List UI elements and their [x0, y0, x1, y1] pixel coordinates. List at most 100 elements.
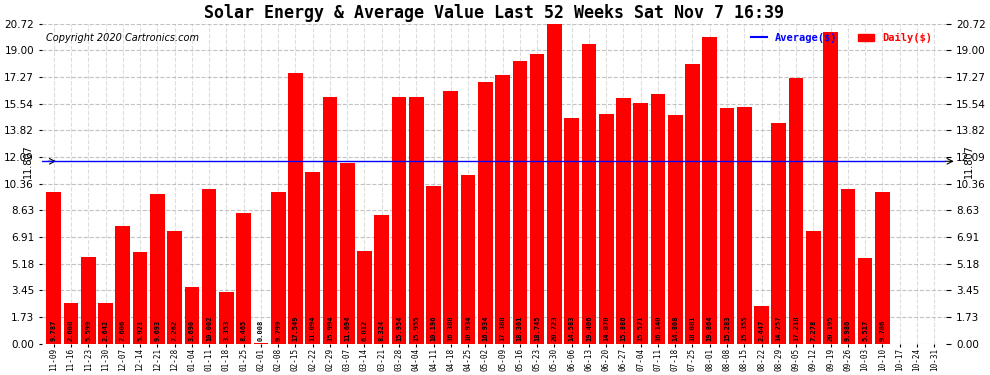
Bar: [495, 75, 510, 344]
Bar: [237, 213, 251, 344]
Bar: [754, 306, 769, 344]
Text: 15.283: 15.283: [724, 316, 730, 341]
Text: Copyright 2020 Cartronics.com: Copyright 2020 Cartronics.com: [47, 33, 199, 44]
Bar: [427, 186, 441, 344]
Text: 16.140: 16.140: [655, 316, 661, 341]
Bar: [875, 192, 890, 344]
Bar: [634, 103, 648, 344]
Bar: [305, 172, 320, 344]
Bar: [392, 97, 406, 344]
Text: 2.608: 2.608: [68, 320, 74, 341]
Text: 16.934: 16.934: [482, 316, 488, 341]
Bar: [184, 286, 199, 344]
Bar: [219, 292, 234, 344]
Text: 15.355: 15.355: [742, 316, 747, 341]
Text: 10.002: 10.002: [206, 316, 212, 341]
Text: 15.886: 15.886: [621, 316, 627, 341]
Text: 20.195: 20.195: [828, 316, 834, 341]
Text: 2.447: 2.447: [758, 320, 764, 341]
Text: 9.787: 9.787: [50, 320, 56, 341]
Text: 9.693: 9.693: [154, 320, 160, 341]
Bar: [374, 215, 389, 344]
Bar: [167, 231, 182, 344]
Bar: [685, 64, 700, 344]
Text: 3.353: 3.353: [224, 320, 230, 341]
Bar: [824, 32, 838, 344]
Text: 5.921: 5.921: [137, 320, 144, 341]
Bar: [720, 108, 735, 344]
Text: 11.094: 11.094: [310, 316, 316, 341]
Bar: [133, 252, 148, 344]
Text: 17.388: 17.388: [500, 316, 506, 341]
Bar: [668, 115, 682, 344]
Bar: [460, 175, 475, 344]
Text: 14.808: 14.808: [672, 316, 678, 341]
Bar: [98, 303, 113, 344]
Text: 8.465: 8.465: [241, 320, 247, 341]
Text: 5.599: 5.599: [85, 320, 91, 341]
Bar: [513, 61, 528, 344]
Bar: [81, 257, 96, 344]
Bar: [444, 91, 458, 344]
Bar: [323, 97, 338, 344]
Bar: [599, 114, 614, 344]
Text: 2.642: 2.642: [103, 320, 109, 341]
Text: 19.406: 19.406: [586, 316, 592, 341]
Bar: [150, 194, 164, 344]
Bar: [737, 106, 751, 344]
Text: 15.994: 15.994: [327, 316, 333, 341]
Text: 17.549: 17.549: [292, 316, 298, 341]
Bar: [841, 189, 855, 344]
Bar: [650, 94, 665, 344]
Bar: [63, 303, 78, 344]
Text: 15.954: 15.954: [396, 316, 402, 341]
Bar: [771, 123, 786, 344]
Text: 10.196: 10.196: [431, 316, 437, 341]
Bar: [547, 24, 561, 344]
Text: 9.986: 9.986: [844, 320, 850, 341]
Text: 14.870: 14.870: [603, 316, 609, 341]
Text: 16.388: 16.388: [447, 316, 453, 341]
Bar: [702, 37, 717, 344]
Text: 5.517: 5.517: [862, 320, 868, 341]
Text: 15.955: 15.955: [413, 316, 420, 341]
Bar: [789, 78, 804, 344]
Text: 15.571: 15.571: [638, 316, 644, 341]
Bar: [564, 118, 579, 344]
Text: 7.278: 7.278: [810, 320, 817, 341]
Text: 7.262: 7.262: [171, 320, 177, 341]
Text: 18.301: 18.301: [517, 316, 523, 341]
Text: 8.324: 8.324: [379, 320, 385, 341]
Bar: [530, 54, 544, 344]
Bar: [116, 226, 130, 344]
Text: 10.934: 10.934: [465, 316, 471, 341]
Text: 11.694: 11.694: [345, 316, 350, 341]
Bar: [857, 258, 872, 344]
Text: 18.745: 18.745: [535, 316, 541, 341]
Text: 7.606: 7.606: [120, 320, 126, 341]
Text: 11.807: 11.807: [964, 144, 974, 178]
Bar: [47, 192, 61, 344]
Bar: [202, 189, 217, 344]
Bar: [340, 163, 354, 344]
Bar: [288, 73, 303, 344]
Title: Solar Energy & Average Value Last 52 Weeks Sat Nov 7 16:39: Solar Energy & Average Value Last 52 Wee…: [204, 4, 784, 22]
Text: 3.690: 3.690: [189, 320, 195, 341]
Bar: [581, 44, 596, 344]
Bar: [616, 98, 631, 344]
Bar: [478, 82, 493, 344]
Text: 19.864: 19.864: [707, 316, 713, 341]
Text: 20.723: 20.723: [551, 316, 557, 341]
Text: 6.012: 6.012: [361, 320, 367, 341]
Bar: [357, 251, 372, 344]
Bar: [806, 231, 821, 344]
Text: 9.786: 9.786: [879, 320, 885, 341]
Text: 14.583: 14.583: [568, 316, 574, 341]
Text: 18.081: 18.081: [689, 316, 696, 341]
Text: 0.008: 0.008: [258, 320, 264, 341]
Bar: [271, 192, 285, 344]
Text: 11.807: 11.807: [23, 144, 33, 178]
Bar: [409, 97, 424, 344]
Text: 9.799: 9.799: [275, 320, 281, 341]
Text: 17.218: 17.218: [793, 316, 799, 341]
